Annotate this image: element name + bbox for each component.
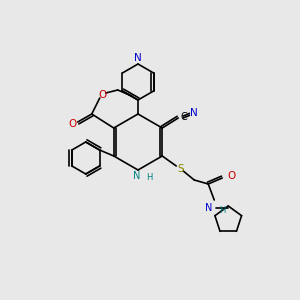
Text: C: C bbox=[180, 112, 187, 122]
Text: S: S bbox=[177, 164, 184, 174]
Text: H: H bbox=[219, 206, 226, 215]
Text: N: N bbox=[205, 203, 212, 213]
Text: N: N bbox=[134, 53, 142, 63]
Text: O: O bbox=[69, 119, 77, 129]
Text: O: O bbox=[227, 171, 236, 181]
Text: N: N bbox=[133, 171, 140, 181]
Text: H: H bbox=[146, 173, 152, 182]
Text: N: N bbox=[190, 108, 198, 118]
Text: O: O bbox=[99, 90, 107, 100]
